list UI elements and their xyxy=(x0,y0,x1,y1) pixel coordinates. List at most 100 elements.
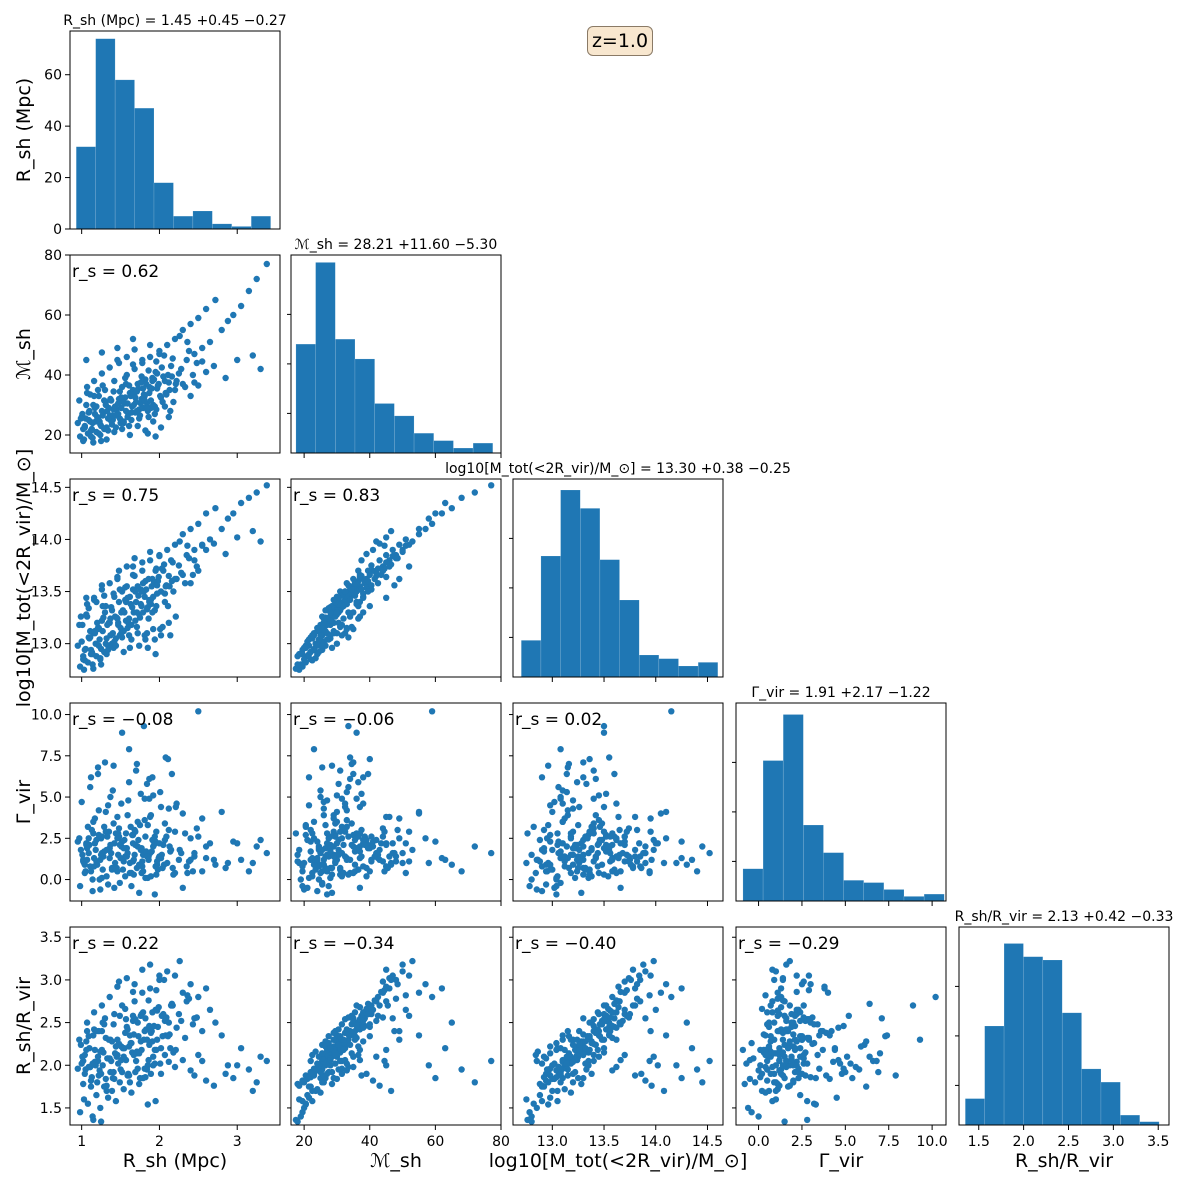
scatter-point xyxy=(149,609,156,616)
hist-bar xyxy=(883,889,905,902)
y-tick-label: 13.5 xyxy=(31,585,62,601)
scatter-point xyxy=(150,1062,157,1069)
scatter-point xyxy=(857,1043,865,1050)
scatter-point xyxy=(115,598,123,606)
scatter-point xyxy=(98,582,106,589)
scatter-point xyxy=(185,347,193,355)
scatter-point xyxy=(547,866,554,873)
scatter-point xyxy=(364,1000,372,1007)
x-tick-label: 40 xyxy=(361,1134,379,1150)
scatter-point xyxy=(662,981,670,988)
scatter-point xyxy=(91,410,99,418)
scatter-point xyxy=(141,816,148,824)
scatter-point xyxy=(590,767,597,774)
correlation-label: r_s = −0.40 xyxy=(515,934,617,954)
scatter-point xyxy=(322,821,329,829)
scatter-point xyxy=(368,833,375,840)
scatter-point xyxy=(224,515,232,522)
scatter-point xyxy=(91,815,99,822)
scatter-point xyxy=(95,392,103,400)
scatter-point xyxy=(245,868,253,875)
scatter-point xyxy=(183,356,190,364)
scatter-point xyxy=(678,1074,685,1082)
scatter-point xyxy=(237,499,245,507)
scatter-point xyxy=(646,1057,653,1065)
scatter-point xyxy=(428,520,436,527)
scatter-point xyxy=(399,548,406,556)
scatter-point xyxy=(124,1026,131,1033)
scatter-point xyxy=(392,995,400,1002)
scatter-point xyxy=(327,848,334,855)
scatter-point xyxy=(94,1079,101,1086)
hist-bar xyxy=(1100,1081,1121,1126)
scatter-point xyxy=(582,1038,589,1045)
x-tick-label: 3.0 xyxy=(1102,1134,1124,1150)
scatter-point xyxy=(356,803,364,811)
scatter-point xyxy=(524,830,531,837)
scatter-point xyxy=(337,864,344,872)
hist-bar xyxy=(965,1098,985,1126)
scatter-point xyxy=(590,820,597,827)
scatter-point xyxy=(812,1074,819,1082)
scatter-point xyxy=(764,1057,771,1065)
scatter-point xyxy=(353,598,360,606)
scatter-point xyxy=(769,1063,776,1071)
scatter-point xyxy=(139,1009,147,1016)
scatter-point xyxy=(337,623,344,631)
scatter-point xyxy=(774,1027,781,1035)
scatter-point xyxy=(547,1094,554,1101)
scatter-point xyxy=(805,972,813,979)
scatter-point xyxy=(210,856,218,863)
x-tick-label: 3 xyxy=(233,1134,242,1150)
scatter-point xyxy=(133,623,141,631)
scatter-point xyxy=(438,510,446,517)
scatter-point xyxy=(157,1070,165,1078)
scatter-point xyxy=(294,1118,301,1125)
scatter-point xyxy=(790,1031,797,1038)
y-tick-label: 60 xyxy=(44,308,62,324)
hist-bar xyxy=(903,896,925,902)
scatter-point xyxy=(89,650,96,658)
hist-bar xyxy=(560,489,581,678)
scatter-point xyxy=(160,561,168,568)
scatter-point xyxy=(563,788,570,796)
scatter-point xyxy=(245,287,253,295)
scatter-point xyxy=(387,1087,395,1095)
scatter-point xyxy=(97,886,104,893)
scatter-point xyxy=(151,1046,158,1054)
scatter-point xyxy=(358,853,365,860)
scatter-point xyxy=(187,856,194,863)
scatter-point xyxy=(157,392,164,400)
hist-bar xyxy=(843,880,864,902)
panel-mtot-vs-mtot: log10[M_tot(<2R_vir)/M_⊙] = 13.30 +0.38 … xyxy=(445,461,791,682)
scatter-point xyxy=(172,1046,179,1054)
scatter-point xyxy=(757,1062,764,1069)
scatter-point xyxy=(654,1062,661,1069)
scatter-point xyxy=(816,1065,823,1072)
scatter-point xyxy=(157,1060,164,1067)
scatter-point xyxy=(164,968,171,975)
scatter-point xyxy=(74,1065,82,1072)
panel-frame xyxy=(69,702,281,902)
scatter-point xyxy=(797,1009,804,1016)
scatter-point xyxy=(224,317,232,325)
scatter-point xyxy=(97,421,104,428)
scatter-point xyxy=(358,557,365,564)
scatter-point xyxy=(640,961,647,968)
scatter-point xyxy=(114,344,121,352)
scatter-point xyxy=(89,1060,96,1067)
scatter-point xyxy=(97,856,104,863)
scatter-point xyxy=(594,863,601,870)
scatter-point xyxy=(153,370,161,377)
scatter-point xyxy=(137,379,144,386)
scatter-point xyxy=(169,355,176,362)
scatter-point xyxy=(230,1074,237,1082)
scatter-point xyxy=(122,1005,129,1013)
scatter-point xyxy=(396,835,403,842)
scatter-point xyxy=(125,746,133,753)
scatter-point xyxy=(340,602,347,610)
scatter-point xyxy=(580,1074,587,1082)
scatter-point xyxy=(151,410,158,418)
scatter-point xyxy=(133,388,141,395)
hist-bar xyxy=(521,640,542,678)
